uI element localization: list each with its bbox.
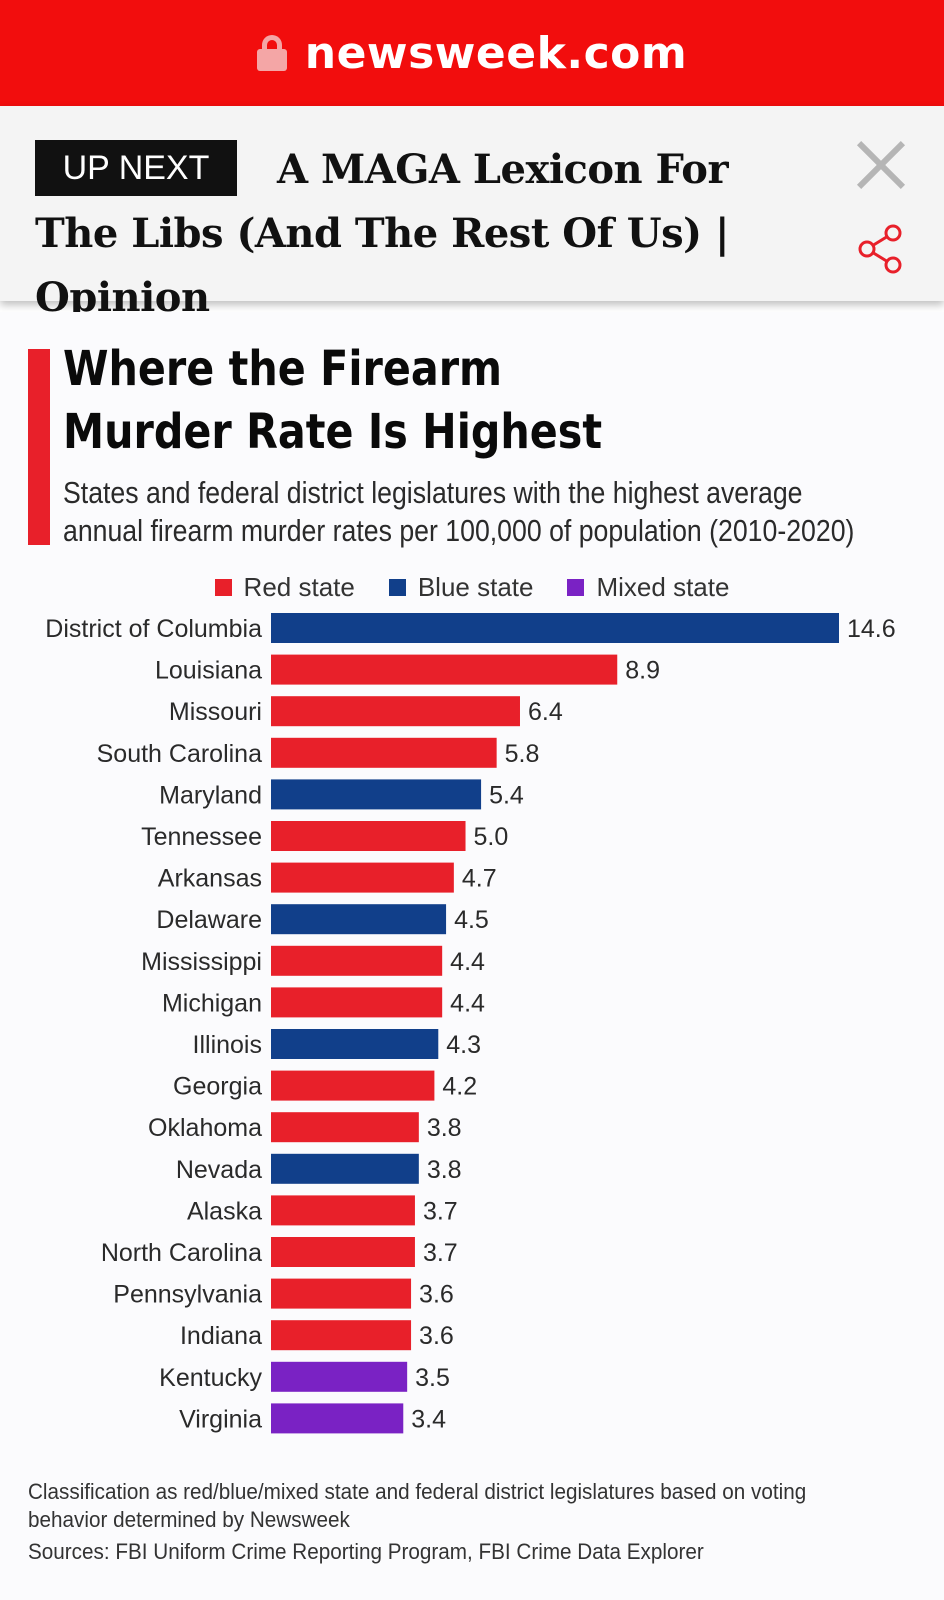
category-label-district-of-columbia: District of Columbia [45, 615, 262, 643]
category-label-louisiana: Louisiana [155, 657, 262, 685]
legend-swatch-blue [388, 579, 406, 596]
chart-footnote: Classification as red/blue/mixed state a… [28, 1479, 807, 1532]
value-label-district-of-columbia: 14.6 [847, 615, 896, 643]
up-next-banner[interactable]: UP NEXT A MAGA Lexicon For The Libs (And… [0, 106, 944, 321]
value-label-alaska: 3.7 [423, 1197, 458, 1225]
value-label-maryland: 5.4 [489, 781, 524, 809]
category-label-south-carolina: South Carolina [97, 740, 262, 768]
bar-virginia [271, 1403, 404, 1434]
value-label-kentucky: 3.5 [415, 1364, 450, 1392]
category-label-alaska: Alaska [187, 1197, 262, 1225]
value-label-virginia: 3.4 [411, 1405, 446, 1433]
value-label-tennessee: 5.0 [474, 823, 509, 851]
bar-oklahoma [271, 1112, 419, 1143]
legend-swatch-red [214, 579, 232, 596]
bar-north-carolina [271, 1237, 415, 1267]
category-label-pennsylvania: Pennsylvania [113, 1281, 262, 1309]
chart-title: Where the Firearm Murder Rate Is Highest [63, 341, 603, 460]
category-label-arkansas: Arkansas [158, 865, 262, 893]
chart-footnote-block: Classification as red/blue/mixed state a… [28, 1478, 874, 1566]
legend-label-red: Red state [243, 572, 355, 602]
category-label-maryland: Maryland [159, 781, 262, 809]
bar-south-carolina [271, 737, 497, 768]
bar-indiana [271, 1320, 412, 1351]
value-label-illinois: 4.3 [446, 1031, 481, 1059]
chart-legend: Red state Blue state Mixed state [0, 572, 944, 603]
value-label-nevada: 3.8 [427, 1156, 462, 1184]
legend-label-mixed: Mixed state [596, 572, 730, 602]
legend-item-red: Red state [214, 572, 355, 603]
bar-arkansas [271, 862, 454, 893]
up-next-badge: UP NEXT [35, 140, 237, 196]
category-label-tennessee: Tennessee [141, 823, 262, 851]
value-label-indiana: 3.6 [419, 1322, 454, 1350]
value-label-georgia: 4.2 [442, 1073, 477, 1101]
category-label-delaware: Delaware [156, 906, 262, 934]
value-label-oklahoma: 3.8 [427, 1114, 462, 1142]
bar-georgia [271, 1070, 435, 1101]
share-icon[interactable] [853, 221, 909, 277]
value-label-arkansas: 4.7 [462, 865, 497, 893]
url-text[interactable]: newsweek.com [304, 27, 688, 79]
up-next-headline[interactable]: A MAGA Lexicon For The Libs (And The Res… [35, 146, 730, 321]
category-label-oklahoma: Oklahoma [148, 1114, 262, 1142]
bar-kentucky [271, 1361, 408, 1392]
lock-icon [256, 35, 287, 71]
value-label-pennsylvania: 3.6 [419, 1281, 454, 1309]
bar-louisiana [271, 654, 618, 685]
bar-chart: District of Columbia 14.6 Louisiana 8.9 Miss… [45, 613, 896, 1434]
legend-item-mixed: Mixed state [567, 572, 729, 603]
category-label-nevada: Nevada [176, 1156, 262, 1184]
legend-swatch-mixed [567, 579, 585, 596]
category-label-georgia: Georgia [173, 1073, 262, 1101]
title-accent-bar [28, 349, 50, 545]
browser-url-bar[interactable]: newsweek.com [0, 0, 944, 106]
bar-maryland [271, 779, 482, 810]
bar-district-of-columbia [271, 613, 839, 643]
legend-item-blue: Blue state [388, 572, 534, 603]
category-label-missouri: Missouri [169, 698, 262, 726]
value-label-mississippi: 4.4 [450, 948, 485, 976]
category-label-mississippi: Mississippi [141, 948, 262, 976]
bar-michigan [271, 987, 443, 1018]
bar-missouri [271, 696, 520, 727]
close-icon[interactable] [856, 140, 906, 190]
bar-pennsylvania [271, 1278, 412, 1309]
category-label-michigan: Michigan [162, 989, 262, 1017]
bar-delaware [271, 904, 447, 935]
chart-container [0, 312, 944, 1600]
bar-illinois [271, 1029, 439, 1059]
legend-label-blue: Blue state [417, 572, 534, 602]
bar-alaska [271, 1195, 415, 1226]
category-label-virginia: Virginia [179, 1405, 262, 1433]
category-label-indiana: Indiana [180, 1322, 262, 1350]
value-label-missouri: 6.4 [528, 698, 563, 726]
value-label-michigan: 4.4 [450, 989, 485, 1017]
bar-mississippi [271, 945, 443, 976]
category-label-illinois: Illinois [193, 1031, 262, 1059]
value-label-south-carolina: 5.8 [505, 740, 540, 768]
chart-sources: Sources: FBI Uniform Crime Reporting Pro… [28, 1539, 704, 1564]
category-label-kentucky: Kentucky [159, 1364, 262, 1392]
value-label-delaware: 4.5 [454, 906, 489, 934]
value-label-north-carolina: 3.7 [423, 1239, 458, 1267]
bar-nevada [271, 1153, 419, 1184]
chart-subtitle: States and federal district legislatures… [63, 475, 855, 548]
bar-tennessee [271, 821, 466, 851]
value-label-louisiana: 8.9 [625, 657, 660, 685]
category-label-north-carolina: North Carolina [101, 1239, 262, 1267]
